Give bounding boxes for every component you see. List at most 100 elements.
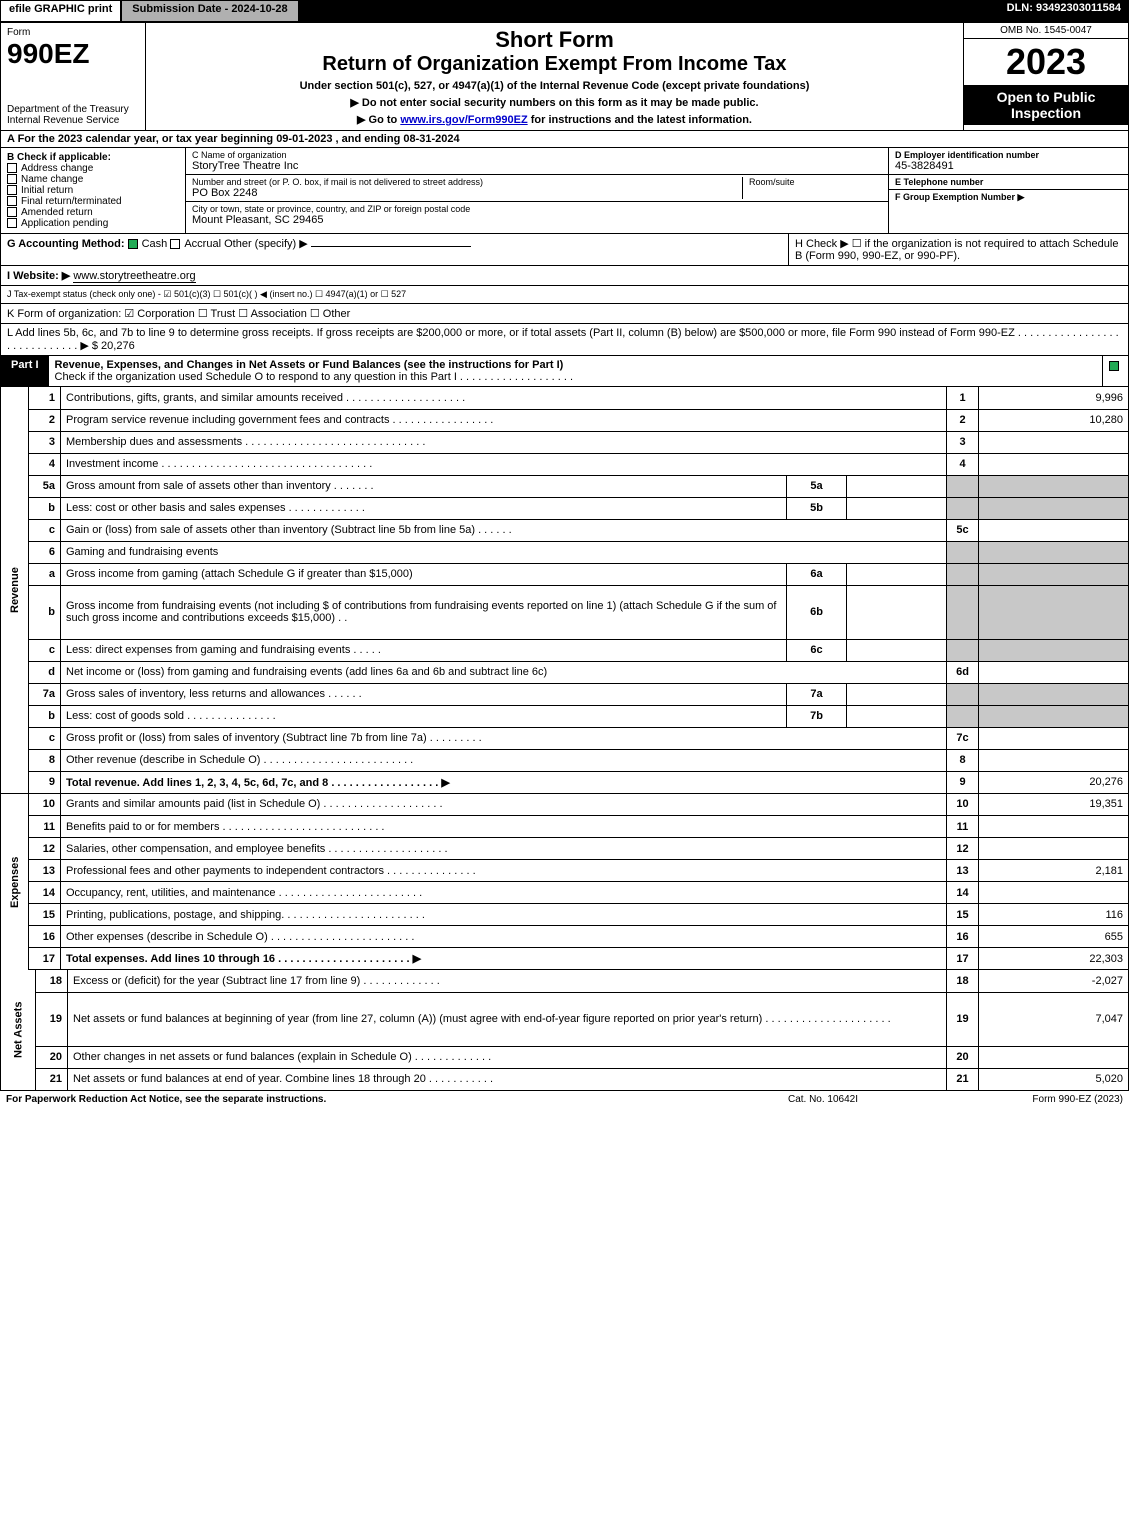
return-title: Return of Organization Exempt From Incom… bbox=[150, 53, 959, 76]
row-g: G Accounting Method: Cash Accrual Other … bbox=[7, 237, 788, 262]
line-number: 17 bbox=[29, 948, 61, 970]
line-number: 11 bbox=[29, 816, 61, 838]
line-desc: Less: cost or other basis and sales expe… bbox=[61, 497, 787, 519]
line-row: bGross income from fundraising events (n… bbox=[1, 585, 1129, 639]
line-value: -2,027 bbox=[979, 970, 1129, 992]
line-desc: Program service revenue including govern… bbox=[61, 409, 947, 431]
line-no-cell bbox=[947, 683, 979, 705]
page-footer: For Paperwork Reduction Act Notice, see … bbox=[0, 1091, 1129, 1108]
part-i-label: Part I bbox=[1, 356, 49, 386]
dln-label: DLN: 93492303011584 bbox=[999, 0, 1129, 22]
line-no-cell: 14 bbox=[947, 882, 979, 904]
inner-lineno: 5a bbox=[787, 475, 847, 497]
line-desc: Salaries, other compensation, and employ… bbox=[61, 838, 947, 860]
line-row: 20Other changes in net assets or fund ba… bbox=[1, 1046, 1129, 1068]
g-label: G Accounting Method: bbox=[7, 238, 125, 250]
line-desc: Gross income from fundraising events (no… bbox=[61, 585, 787, 639]
short-form-title: Short Form bbox=[150, 27, 959, 53]
line-no-cell: 21 bbox=[947, 1068, 979, 1090]
efile-label[interactable]: efile GRAPHIC print bbox=[0, 0, 121, 22]
line-row: 11Benefits paid to or for members . . . … bbox=[1, 816, 1129, 838]
section-label: Revenue bbox=[1, 387, 29, 793]
line-no-cell bbox=[947, 541, 979, 563]
grp-label: F Group Exemption Number ▶ bbox=[895, 192, 1122, 203]
form-word: Form bbox=[7, 27, 139, 38]
line-desc: Printing, publications, postage, and shi… bbox=[61, 904, 947, 926]
line-desc: Gain or (loss) from sale of assets other… bbox=[61, 519, 947, 541]
chk-schedule-o[interactable] bbox=[1109, 361, 1119, 371]
website-value[interactable]: www.storytreetheatre.org bbox=[73, 270, 195, 283]
line-value bbox=[979, 749, 1129, 771]
bullet-goto: ▶ Go to www.irs.gov/Form990EZ for instru… bbox=[150, 113, 959, 126]
line-number: 10 bbox=[29, 794, 61, 816]
chk-final: Final return/terminated bbox=[7, 196, 179, 207]
line-desc: Contributions, gifts, grants, and simila… bbox=[61, 387, 947, 409]
line-number: 19 bbox=[36, 992, 68, 1046]
line-row: bLess: cost or other basis and sales exp… bbox=[1, 497, 1129, 519]
box-c: C Name of organization StoryTree Theatre… bbox=[186, 148, 888, 233]
line-no-cell: 4 bbox=[947, 453, 979, 475]
line-row: 14Occupancy, rent, utilities, and mainte… bbox=[1, 882, 1129, 904]
org-name: StoryTree Theatre Inc bbox=[192, 160, 882, 172]
inner-lineno: 6c bbox=[787, 639, 847, 661]
line-desc: Membership dues and assessments . . . . … bbox=[61, 431, 947, 453]
line-value bbox=[979, 497, 1129, 519]
line-no-cell: 7c bbox=[947, 727, 979, 749]
line-number: 15 bbox=[29, 904, 61, 926]
line-row: 12Salaries, other compensation, and empl… bbox=[1, 838, 1129, 860]
line-number: 21 bbox=[36, 1068, 68, 1090]
line-value bbox=[979, 519, 1129, 541]
line-value: 655 bbox=[979, 926, 1129, 948]
chk-cash[interactable] bbox=[128, 239, 138, 249]
line-value: 2,181 bbox=[979, 860, 1129, 882]
line-desc: Grants and similar amounts paid (list in… bbox=[61, 794, 947, 816]
line-row: cGain or (loss) from sale of assets othe… bbox=[1, 519, 1129, 541]
line-row: Net Assets18Excess or (deficit) for the … bbox=[1, 970, 1129, 992]
line-no-cell: 12 bbox=[947, 838, 979, 860]
irs-link[interactable]: www.irs.gov/Form990EZ bbox=[400, 114, 527, 126]
line-value: 10,280 bbox=[979, 409, 1129, 431]
line-value bbox=[979, 541, 1129, 563]
line-row: 5aGross amount from sale of assets other… bbox=[1, 475, 1129, 497]
line-value: 19,351 bbox=[979, 794, 1129, 816]
line-no-cell: 20 bbox=[947, 1046, 979, 1068]
dept-label: Department of the Treasury Internal Reve… bbox=[7, 104, 139, 126]
line-number: b bbox=[29, 497, 61, 519]
room-label: Room/suite bbox=[749, 177, 882, 187]
line-no-cell bbox=[947, 585, 979, 639]
line-number: 1 bbox=[29, 387, 61, 409]
top-bar: efile GRAPHIC print Submission Date - 20… bbox=[0, 0, 1129, 22]
line-number: 2 bbox=[29, 409, 61, 431]
city-value: Mount Pleasant, SC 29465 bbox=[192, 214, 882, 226]
box-b-label: B Check if applicable: bbox=[7, 152, 179, 163]
row-h: H Check ▶ ☐ if the organization is not r… bbox=[788, 234, 1128, 265]
line-number: 18 bbox=[36, 970, 68, 992]
row-l-text: L Add lines 5b, 6c, and 7b to line 9 to … bbox=[7, 327, 1119, 352]
chk-accrual[interactable] bbox=[170, 239, 180, 249]
line-desc: Other expenses (describe in Schedule O) … bbox=[61, 926, 947, 948]
line-number: c bbox=[29, 727, 61, 749]
part-i-header: Part I Revenue, Expenses, and Changes in… bbox=[0, 356, 1129, 387]
line-desc: Total revenue. Add lines 1, 2, 3, 4, 5c,… bbox=[61, 771, 947, 793]
cat-no: Cat. No. 10642I bbox=[723, 1094, 923, 1105]
line-value bbox=[979, 705, 1129, 727]
section-label: Net Assets bbox=[1, 970, 36, 1090]
line-no-cell bbox=[947, 563, 979, 585]
omb-number: OMB No. 1545-0047 bbox=[964, 23, 1128, 39]
netassets-table: Net Assets18Excess or (deficit) for the … bbox=[0, 970, 1129, 1091]
bullet-ssn: ▶ Do not enter social security numbers o… bbox=[150, 96, 959, 109]
chk-address: Address change bbox=[7, 163, 179, 174]
name-label: C Name of organization bbox=[192, 150, 882, 160]
line-value bbox=[979, 1046, 1129, 1068]
box-d-e-f: D Employer identification number 45-3828… bbox=[888, 148, 1128, 233]
line-desc: Less: direct expenses from gaming and fu… bbox=[61, 639, 787, 661]
inner-value bbox=[847, 705, 947, 727]
line-number: 9 bbox=[29, 771, 61, 793]
org-info-block: B Check if applicable: Address change Na… bbox=[0, 148, 1129, 234]
line-row: 16Other expenses (describe in Schedule O… bbox=[1, 926, 1129, 948]
line-number: b bbox=[29, 585, 61, 639]
line-no-cell: 8 bbox=[947, 749, 979, 771]
line-number: 20 bbox=[36, 1046, 68, 1068]
inner-lineno: 6b bbox=[787, 585, 847, 639]
line-row: 6Gaming and fundraising events bbox=[1, 541, 1129, 563]
